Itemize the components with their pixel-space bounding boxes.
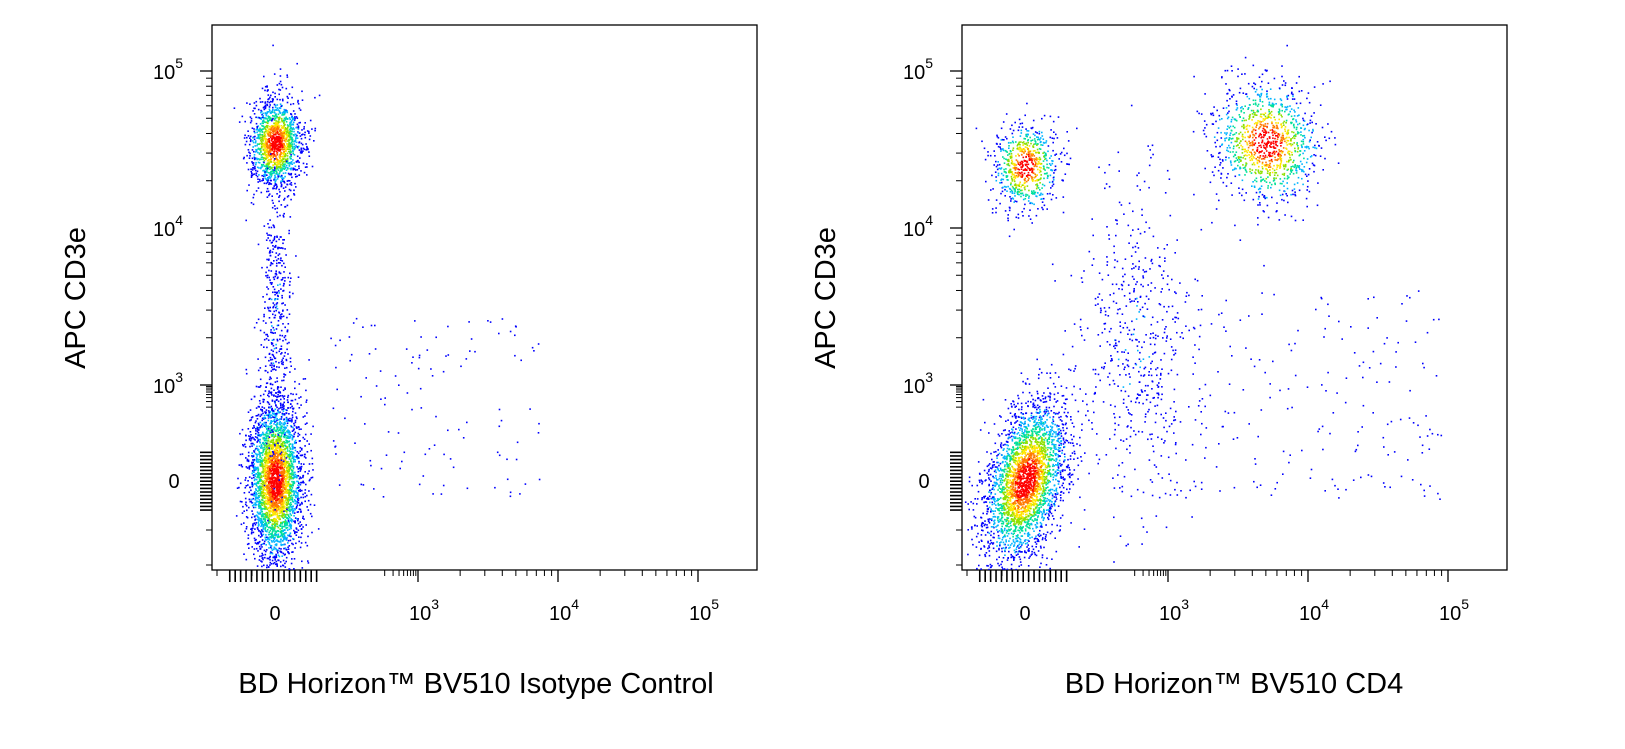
y-axis-title: APC CD3e — [810, 227, 842, 369]
x-axis-title: BD Horizon™ BV510 CD4 — [1065, 668, 1403, 700]
x-axis-title: BD Horizon™ BV510 Isotype Control — [238, 668, 714, 700]
x-tick-label: 104 — [549, 596, 579, 625]
x-tick-label: 0 — [269, 603, 280, 625]
y-tick-label: 103 — [153, 369, 183, 398]
x-tick-label: 104 — [1299, 596, 1329, 625]
x-tick-label: 103 — [1159, 596, 1189, 625]
plot-cd4: 0 103 104 105 0 103 104 105 BD Horizon™ BV510 CD… — [810, 24, 1508, 700]
population-1 — [1192, 44, 1340, 241]
scatter-points — [964, 44, 1443, 570]
population-1 — [235, 288, 320, 570]
x-tick-label: 105 — [689, 596, 719, 625]
x-tick-label: 103 — [409, 596, 439, 625]
y-tick-label: 105 — [153, 55, 183, 84]
y-tick-label: 104 — [153, 212, 183, 241]
y-tick-label: 103 — [903, 369, 933, 398]
scatter-points — [233, 44, 541, 570]
plot-isotype-control: 0 103 104 105 0 103 104 105 BD Horizon™ BV510 Is… — [60, 24, 758, 700]
x-tick-label: 0 — [1019, 603, 1030, 625]
population-3 — [1051, 104, 1265, 563]
population-2 — [964, 358, 1095, 570]
population-0 — [975, 102, 1078, 238]
y-axis-title: APC CD3e — [60, 227, 92, 369]
population-2 — [252, 44, 300, 550]
population-0 — [233, 62, 321, 227]
x-tick-label: 105 — [1439, 596, 1469, 625]
y-tick-label: 0 — [918, 471, 929, 493]
axis-ticks — [950, 70, 1449, 582]
axis-ticks — [200, 70, 699, 582]
y-tick-label: 0 — [168, 471, 179, 493]
y-tick-label: 105 — [903, 55, 933, 84]
y-tick-label: 104 — [903, 212, 933, 241]
plot-frame — [211, 24, 758, 571]
population-3 — [330, 317, 541, 498]
population-4 — [1113, 290, 1443, 500]
